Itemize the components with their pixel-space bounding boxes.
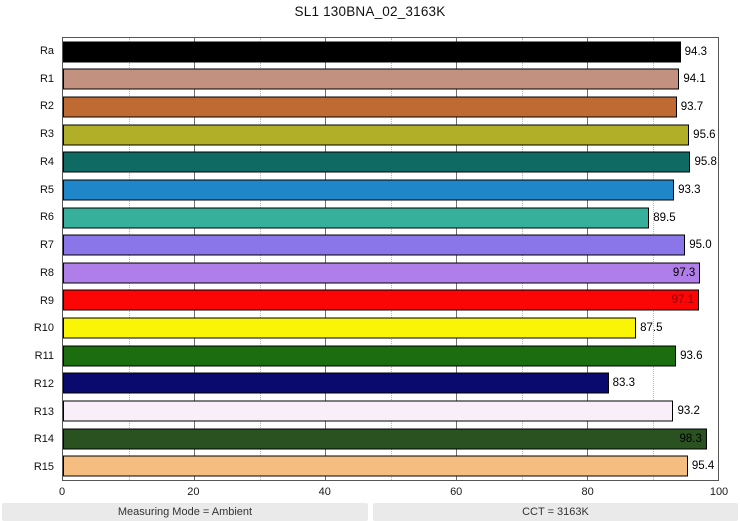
- y-axis-label-R11: R11: [34, 350, 54, 363]
- gridline-major-20: [194, 38, 195, 480]
- bar-R11: [63, 345, 677, 367]
- x-tick-label-0: 0: [58, 486, 66, 498]
- bar-row-R10: 87.5: [63, 314, 718, 342]
- bar-row-R1: 94.1: [63, 66, 718, 94]
- bar-value-label-R13: 93.2: [677, 404, 700, 417]
- bar-R8: [63, 262, 701, 284]
- gridline-minor-50: [390, 38, 392, 480]
- bar-row-R2: 93.7: [63, 93, 718, 121]
- bar-value-label-R8: 97.3: [672, 266, 696, 279]
- x-axis: 0 20 40 60 80 100: [58, 484, 728, 500]
- y-axis-labels: Ra R1 R2 R3 R4 R5 R6 R7 R8 R9 R10 R11 R12 R13 R14 R15: [0, 37, 56, 481]
- y-axis-label-R10: R10: [33, 322, 54, 335]
- bar-row-R15: 95.4: [63, 452, 718, 480]
- plot-area: 94.3 94.1 93.7 95.6 95.8 93.3 89.5 95.0 97.3 97.1…: [62, 37, 719, 481]
- bar-value-label-R2: 93.7: [680, 101, 704, 114]
- gridline-minor-30: [259, 38, 261, 480]
- y-axis-label-R6: R6: [39, 211, 54, 224]
- gridlines: [63, 38, 718, 480]
- bar-Ra: [63, 41, 681, 63]
- gridline-minor-70: [521, 38, 523, 480]
- x-tick-label-100: 100: [709, 486, 729, 498]
- bar-R4: [63, 151, 691, 173]
- bar-row-R12: 83.3: [63, 370, 718, 398]
- bar-rows: 94.3 94.1 93.7 95.6 95.8 93.3 89.5 95.0 97.3 97.1…: [63, 38, 718, 480]
- bar-row-R7: 95.0: [63, 231, 718, 259]
- bar-value-label-R12: 83.3: [612, 377, 635, 390]
- bar-R1: [63, 68, 680, 90]
- bar-R10: [63, 317, 637, 339]
- bar-value-label-R3: 95.6: [693, 128, 716, 141]
- bar-R12: [63, 372, 609, 394]
- bar-value-label-R10: 87.5: [640, 322, 663, 335]
- bar-R6: [63, 207, 650, 229]
- bar-row-R4: 95.8: [63, 149, 718, 177]
- bar-R2: [63, 96, 677, 118]
- footer-divider: [368, 503, 373, 521]
- bar-R13: [63, 400, 674, 422]
- footer-measuring-mode: Measuring Mode = Ambient: [2, 503, 368, 521]
- y-axis-label-R5: R5: [39, 183, 54, 196]
- bar-value-label-R4: 95.8: [694, 156, 717, 169]
- bar-row-Ra: 94.3: [63, 38, 718, 66]
- bar-row-R13: 93.2: [63, 397, 718, 425]
- bar-row-R3: 95.6: [63, 121, 718, 149]
- bar-row-R11: 93.6: [63, 342, 718, 370]
- bar-R14: [63, 428, 707, 450]
- y-axis-label-R7: R7: [39, 239, 54, 252]
- bar-value-label-R15: 95.4: [691, 460, 715, 473]
- y-axis-label-R14: R14: [33, 433, 54, 446]
- bar-row-R8: 97.3: [63, 259, 718, 287]
- x-tick-label-20: 20: [187, 486, 200, 498]
- bar-value-label-Ra: 94.3: [684, 45, 708, 58]
- footer-cct: CCT = 3163K: [373, 503, 738, 521]
- gridline-minor-90: [652, 38, 654, 480]
- bar-R15: [63, 455, 688, 477]
- gridline-major-60: [456, 38, 457, 480]
- y-axis-label-R15: R15: [33, 461, 54, 474]
- x-tick-label-80: 80: [581, 486, 594, 498]
- y-axis-label-R13: R13: [33, 405, 54, 418]
- bar-row-R9: 97.1: [63, 287, 718, 315]
- bar-value-label-R7: 95.0: [689, 239, 712, 252]
- bar-value-label-R14: 98.3: [679, 432, 702, 445]
- bar-value-label-R9: 97.1: [671, 294, 694, 307]
- gridline-major-80: [587, 38, 588, 480]
- y-axis-label-R3: R3: [39, 128, 54, 141]
- y-axis-label-R9: R9: [39, 294, 54, 307]
- bar-value-label-R6: 89.5: [653, 211, 676, 224]
- gridline-minor-10: [128, 38, 130, 480]
- footer-bar: Measuring Mode = Ambient CCT = 3163K: [0, 503, 740, 521]
- bar-row-R14: 98.3: [63, 425, 718, 453]
- y-axis-label-R1: R1: [39, 72, 54, 85]
- bar-value-label-R5: 93.3: [678, 183, 701, 196]
- y-axis-label-Ra: Ra: [39, 44, 54, 57]
- y-axis-label-R12: R12: [33, 377, 54, 390]
- y-axis-label-R8: R8: [39, 266, 54, 279]
- bar-value-label-R1: 94.1: [683, 73, 706, 86]
- gridline-major-40: [325, 38, 326, 480]
- bar-row-R6: 89.5: [63, 204, 718, 232]
- bar-value-label-R11: 93.6: [680, 349, 703, 362]
- bar-row-R5: 93.3: [63, 176, 718, 204]
- bar-R3: [63, 124, 690, 146]
- bar-R9: [63, 289, 699, 311]
- x-tick-label-40: 40: [318, 486, 331, 498]
- bar-R7: [63, 234, 686, 256]
- y-axis-label-R4: R4: [39, 155, 54, 168]
- y-axis-label-R2: R2: [39, 100, 54, 113]
- x-tick-label-60: 60: [450, 486, 463, 498]
- bar-R5: [63, 179, 675, 201]
- chart-title: SL1 130BNA_02_3163K: [294, 4, 446, 19]
